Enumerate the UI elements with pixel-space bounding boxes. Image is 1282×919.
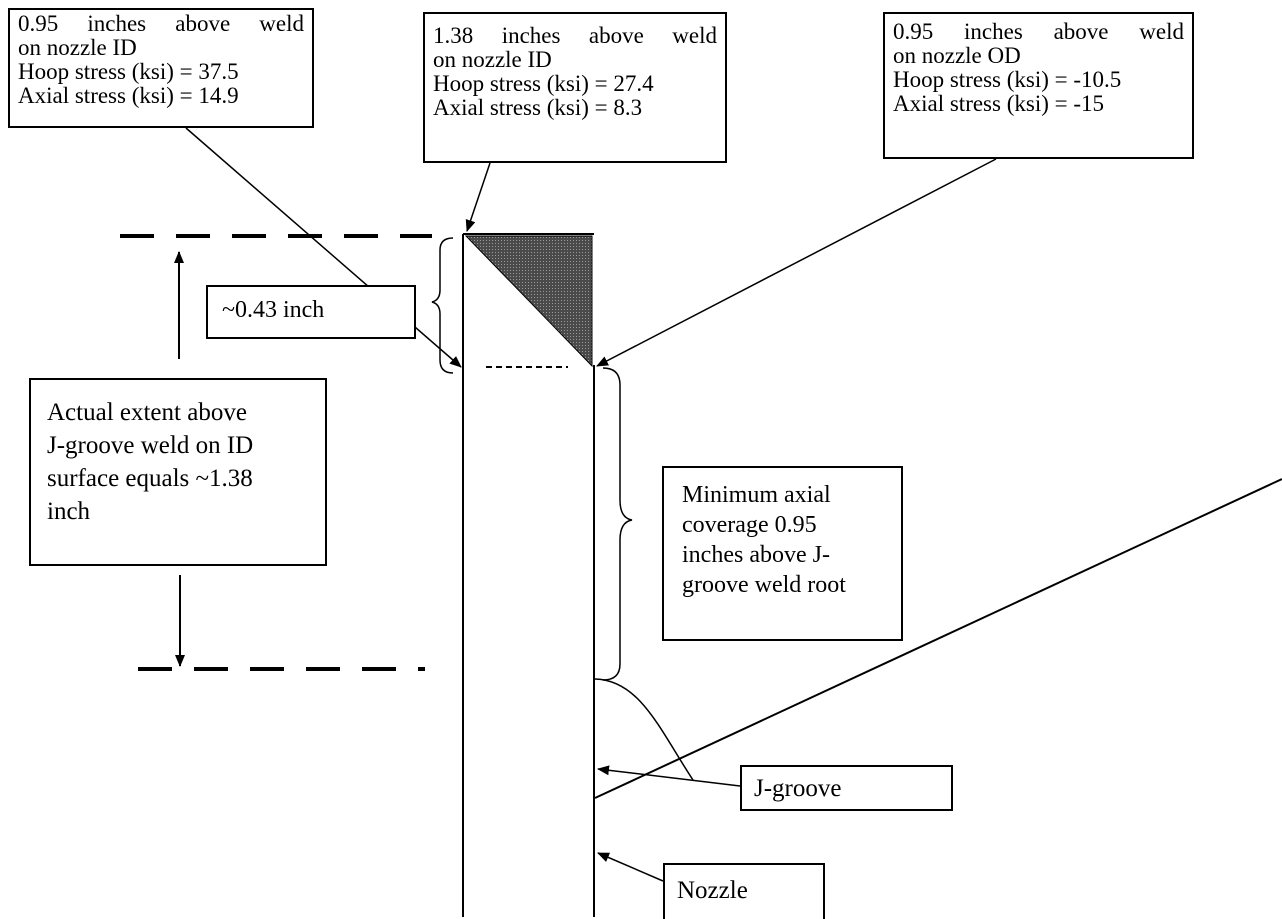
callout-id-095-line4: Axial stress (ksi) = 14.9	[18, 83, 239, 108]
min-coverage-line1: Minimum axial	[682, 482, 831, 508]
label-jgroove: J-groove	[740, 765, 953, 811]
leader-jgroove	[597, 765, 741, 787]
jgroove-weld-curve	[594, 678, 694, 781]
callout-id-138: 1.38 inches above weld on nozzle ID Hoop…	[423, 12, 727, 163]
min-coverage-line3: inches above J-	[682, 542, 830, 568]
brace-043	[431, 237, 454, 374]
jgroove-text: J-groove	[754, 775, 842, 802]
leader-od-095	[596, 158, 997, 367]
dimension-043-text: ~0.43 inch	[222, 297, 325, 323]
callout-od-095-line2: on nozzle OD	[893, 43, 1021, 68]
callout-od-095-line1: 0.95 inches above weld	[893, 19, 1184, 44]
nozzle-text: Nozzle	[677, 877, 748, 904]
leader-nozzle	[597, 852, 664, 882]
callout-id-095-line2: on nozzle ID	[18, 35, 137, 60]
actual-extent-line1: Actual extent above	[47, 399, 247, 426]
callout-id-138-line2: on nozzle ID	[433, 47, 552, 72]
brace-095	[602, 367, 633, 681]
actual-extent-line3: surface equals ~1.38	[47, 465, 253, 492]
label-nozzle: Nozzle	[663, 863, 825, 919]
vessel-surface-line	[594, 478, 1282, 799]
callout-actual-extent: Actual extent above J-groove weld on ID …	[29, 378, 327, 566]
callout-id-138-line4: Axial stress (ksi) = 8.3	[433, 95, 643, 120]
min-coverage-line4: groove weld root	[682, 572, 846, 598]
callout-od-095-line4: Axial stress (ksi) = -15	[893, 91, 1104, 116]
callout-id-095-line1: 0.95 inches above weld	[18, 11, 304, 36]
callout-id-095: 0.95 inches above weld on nozzle ID Hoop…	[8, 8, 314, 128]
callout-id-138-line1: 1.38 inches above weld	[433, 23, 717, 48]
actual-extent-line4: inch	[47, 498, 91, 525]
callout-od-095-line3: Hoop stress (ksi) = -10.5	[893, 67, 1122, 92]
actual-extent-line2: J-groove weld on ID	[47, 432, 254, 459]
callout-od-095: 0.95 inches above weld on nozzle OD Hoop…	[883, 12, 1194, 159]
callout-id-095-line3: Hoop stress (ksi) = 37.5	[18, 59, 239, 84]
callout-min-coverage: Minimum axial coverage 0.95 inches above…	[662, 466, 903, 641]
dimension-043-label: ~0.43 inch	[206, 285, 416, 339]
min-coverage-line2: coverage 0.95	[682, 512, 817, 538]
leader-id-138	[465, 162, 491, 232]
weld-triangle	[464, 235, 593, 368]
callout-id-138-line3: Hoop stress (ksi) = 27.4	[433, 71, 654, 96]
